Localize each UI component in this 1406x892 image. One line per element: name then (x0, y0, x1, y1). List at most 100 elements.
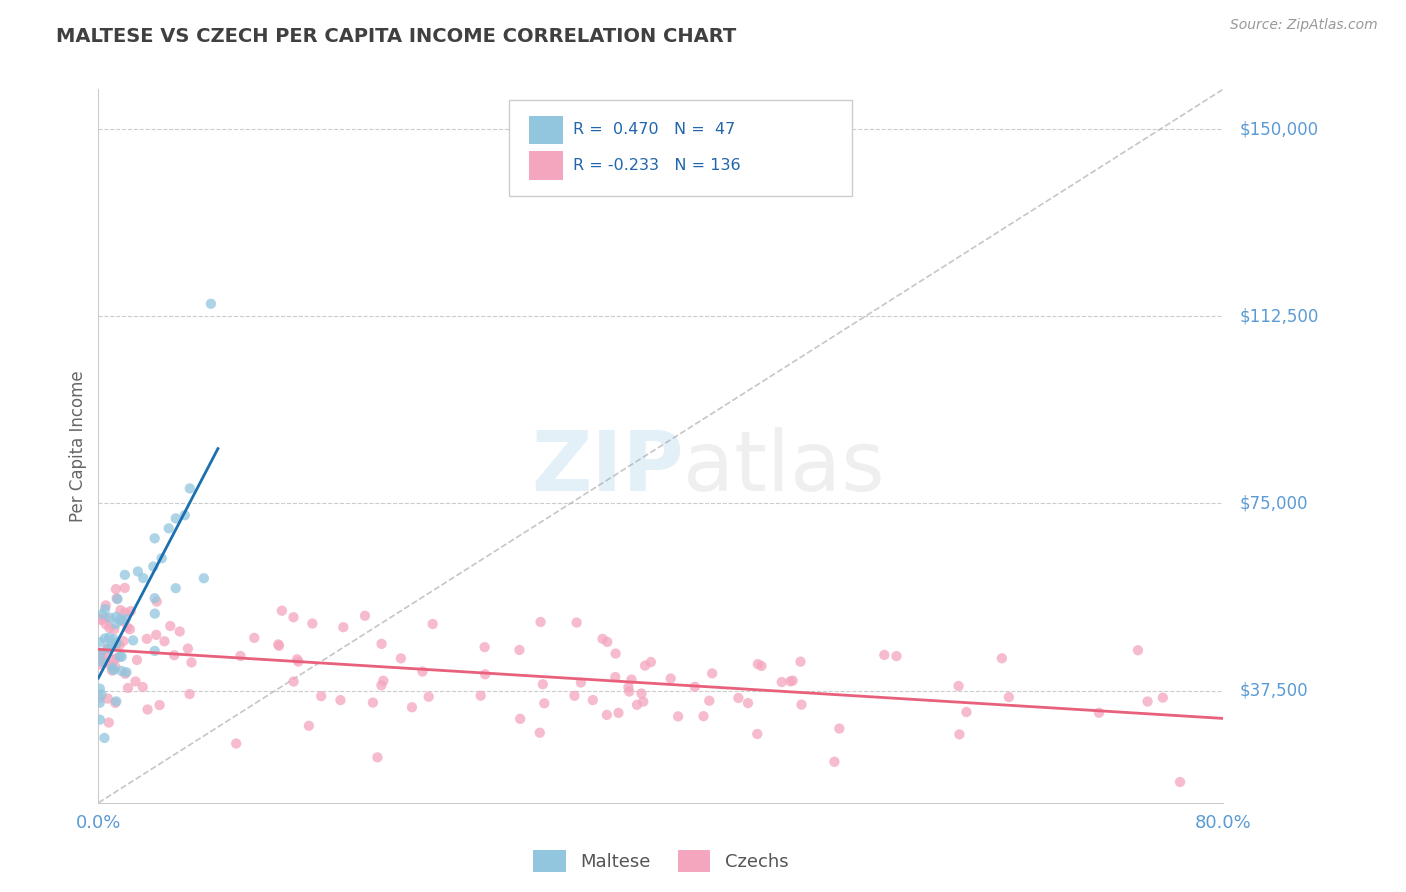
Point (283, 674, 305, 689)
Point (630, 686, 652, 700)
Point (948, 727, 970, 741)
Point (163, 648, 186, 663)
Point (683, 680, 706, 694)
Point (90, 655, 112, 669)
Point (697, 694, 720, 708)
Point (150, 551, 173, 566)
Point (98, 610, 121, 624)
Point (89, 681, 111, 696)
Point (107, 592, 129, 607)
Point (89, 646, 111, 660)
Point (285, 652, 308, 666)
Point (142, 559, 165, 574)
Point (148, 698, 170, 712)
Point (301, 616, 323, 631)
Point (596, 635, 619, 649)
Point (114, 606, 136, 620)
Point (90, 688, 112, 702)
Point (727, 690, 749, 705)
Point (361, 696, 384, 710)
Point (98, 621, 121, 635)
Point (105, 591, 128, 606)
Point (180, 656, 202, 670)
Point (89, 690, 111, 705)
Point (111, 614, 134, 628)
Point (998, 690, 1021, 705)
Point (90, 657, 112, 672)
Point (283, 610, 305, 624)
Point (110, 603, 132, 617)
Text: R = -0.233   N = 136: R = -0.233 N = 136 (574, 158, 741, 173)
Point (122, 633, 145, 648)
Point (96, 611, 118, 625)
Point (136, 702, 159, 716)
Point (89, 696, 111, 710)
Point (229, 648, 252, 663)
Text: $75,000: $75,000 (1240, 494, 1309, 512)
Point (779, 674, 801, 689)
Text: MALTESE VS CZECH PER CAPITA INCOME CORRELATION CHART: MALTESE VS CZECH PER CAPITA INCOME CORRE… (56, 27, 737, 45)
Point (569, 675, 592, 690)
Point (110, 613, 132, 627)
Point (633, 695, 655, 709)
Text: $112,500: $112,500 (1240, 307, 1319, 326)
Point (143, 531, 166, 545)
Point (529, 615, 551, 629)
Point (108, 638, 131, 652)
Point (145, 628, 167, 642)
Point (97, 691, 120, 706)
Point (114, 612, 136, 626)
Point (165, 511, 187, 525)
Point (332, 620, 354, 634)
Point (96, 641, 118, 656)
Point (634, 658, 657, 673)
Bar (529, 116, 562, 145)
Point (1126, 643, 1149, 657)
Point (422, 617, 444, 632)
Point (582, 693, 605, 707)
Point (948, 679, 970, 693)
Point (108, 613, 131, 627)
Point (737, 696, 759, 710)
Point (91, 651, 114, 665)
Point (370, 678, 392, 692)
Point (105, 638, 128, 652)
Point (104, 582, 127, 596)
Point (94, 617, 117, 632)
Point (157, 521, 180, 535)
Point (509, 712, 531, 726)
Point (225, 737, 247, 751)
Point (828, 722, 851, 736)
Point (298, 719, 321, 733)
Point (790, 698, 813, 712)
Point (97, 641, 120, 656)
Point (94, 599, 117, 613)
Point (770, 675, 793, 690)
Point (104, 617, 127, 632)
Point (1136, 694, 1159, 708)
Point (179, 687, 201, 701)
Point (173, 508, 195, 523)
Point (1088, 706, 1111, 720)
Point (143, 591, 166, 606)
Point (124, 674, 146, 689)
Point (626, 698, 648, 712)
Point (617, 680, 640, 694)
Point (90, 647, 112, 661)
Text: ZIP: ZIP (531, 427, 683, 508)
FancyBboxPatch shape (509, 100, 852, 196)
Point (120, 604, 142, 618)
Point (101, 664, 124, 678)
Legend: Maltese, Czechs: Maltese, Czechs (526, 843, 796, 880)
Point (177, 641, 200, 656)
Point (111, 664, 134, 678)
Point (823, 755, 845, 769)
Point (125, 653, 148, 667)
Point (592, 632, 614, 646)
Text: Source: ZipAtlas.com: Source: ZipAtlas.com (1230, 18, 1378, 32)
Point (531, 677, 554, 691)
Point (366, 750, 388, 764)
Point (605, 670, 627, 684)
Point (111, 649, 134, 664)
Point (267, 639, 290, 653)
